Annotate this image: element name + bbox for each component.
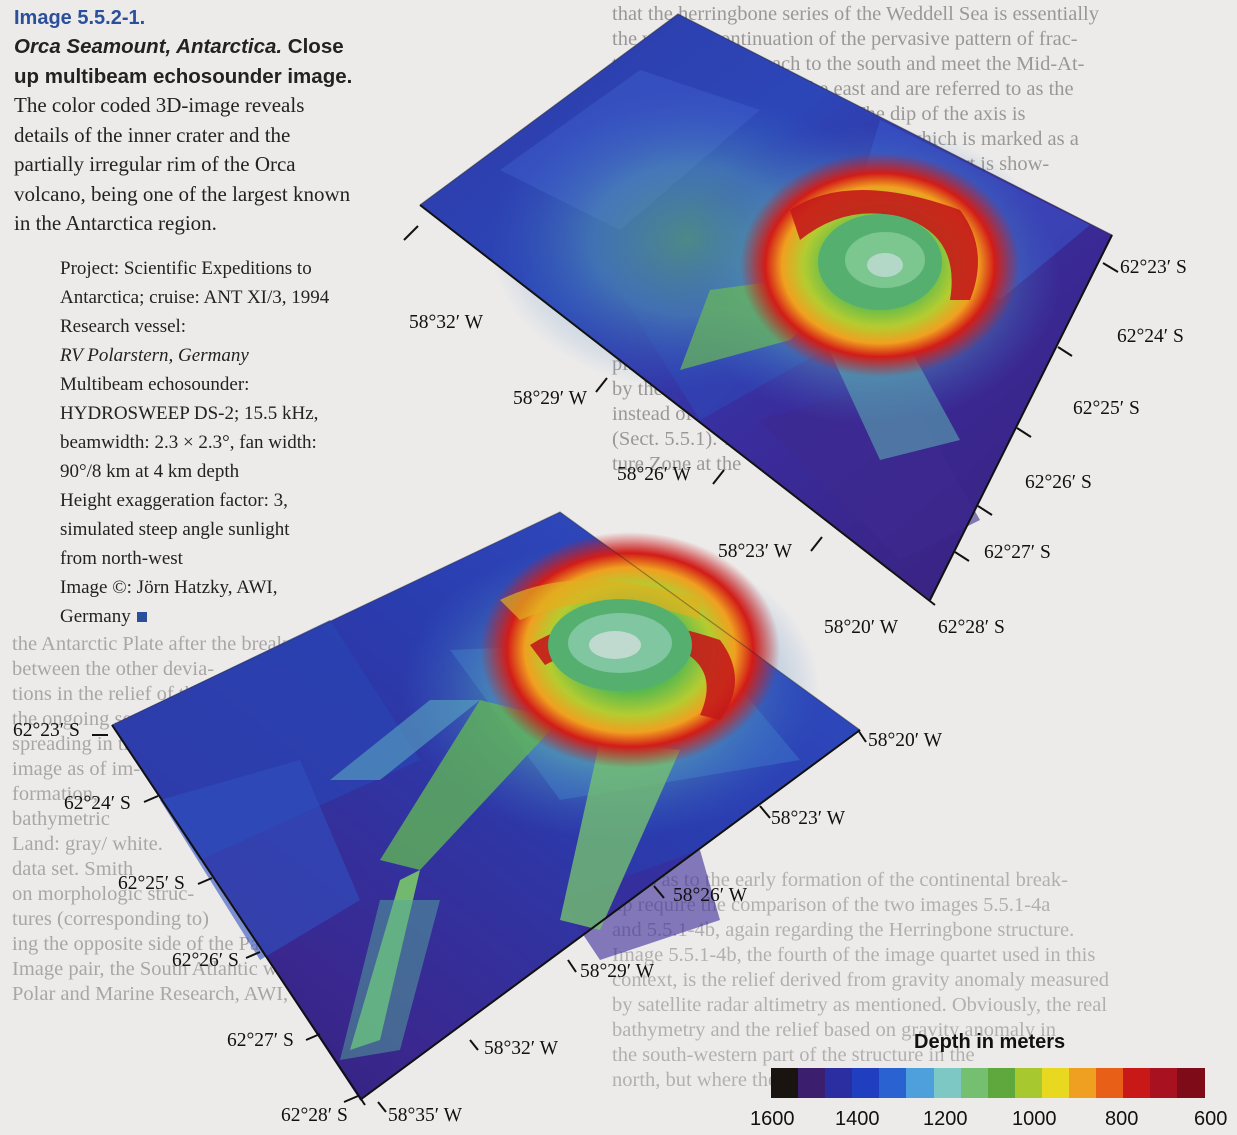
detail-line: from north-west — [60, 548, 183, 569]
bottom-lon-label: 58°20′ W — [868, 730, 942, 751]
legend-color-cell — [771, 1068, 799, 1098]
detail-line: Height exaggeration factor: 3, — [60, 490, 288, 511]
bottom-lon-label: 58°29′ W — [580, 961, 654, 982]
legend-color-cell — [879, 1068, 907, 1098]
top-lat-label: 62°24′ S — [1117, 326, 1184, 347]
top-lon-label: 58°26′ W — [617, 464, 691, 485]
background-text-line: the south-western part of the structure … — [612, 1044, 975, 1066]
detail-line: HYDROSWEEP DS-2; 15.5 kHz, — [60, 403, 319, 424]
detail-line: simulated steep angle sunlight — [60, 519, 290, 540]
legend-color-cell — [1123, 1068, 1151, 1098]
background-text-line: tures (corresponding to) — [12, 908, 209, 930]
legend-color-cell — [1096, 1068, 1124, 1098]
bottom-lat-label: 62°26′ S — [172, 950, 239, 971]
legend-color-cell — [1014, 1068, 1042, 1098]
detail-line-text: Germany — [60, 606, 131, 627]
top-lat-axis-line — [929, 234, 1113, 601]
detail-line: Project: Scientific Expeditions to — [60, 258, 312, 279]
background-text-line: up require the comparison of the two ima… — [612, 894, 1051, 916]
background-text-line: ture Zone at the — [612, 453, 742, 475]
top-lat-label: 62°26′ S — [1025, 472, 1092, 493]
legend-color-cell — [1069, 1068, 1097, 1098]
background-text-line: formation, — [12, 783, 98, 805]
bottom-lon-axis-line — [359, 729, 861, 1101]
legend-color-cell — [1177, 1068, 1205, 1098]
top-lon-label: 58°23′ W — [718, 541, 792, 562]
end-of-caption-square-icon — [136, 612, 147, 622]
background-text-line: and 5.5.1-4b, again regarding the Herrin… — [612, 919, 1075, 941]
bottom-lat-label: 62°28′ S — [281, 1105, 348, 1126]
background-text-line: Image pair, the South Atlantic which — [12, 958, 313, 980]
figure-caption: Image 5.5.2-1. Orca Seamount, Antarctica… — [14, 4, 354, 239]
legend-color-cell — [906, 1068, 934, 1098]
legend-color-cell — [1150, 1068, 1178, 1098]
legend-tick: 600 — [1194, 1108, 1228, 1130]
legend-color-cell — [933, 1068, 961, 1098]
legend-color-cell — [960, 1068, 988, 1098]
top-lon-label: 58°29′ W — [513, 388, 587, 409]
background-text-line: Hints as to the early formation of the c… — [612, 869, 1068, 891]
top-lon-label: 58°20′ W — [824, 617, 898, 638]
detail-line: Image ©: Jörn Hatzky, AWI, — [60, 577, 278, 598]
caption-description: The color coded 3D-image reveals details… — [14, 93, 351, 235]
bottom-terrain-surface — [111, 511, 861, 1100]
top-lat-label: 62°28′ S — [938, 617, 1005, 638]
legend-tick: 1400 — [835, 1108, 880, 1130]
detail-line: beamwidth: 2.3 × 2.3°, fan width: — [60, 432, 317, 453]
background-text-line: Image 5.5.1-4b, the fourth of the image … — [612, 944, 1096, 966]
background-text-line: context, is the relief derived from grav… — [612, 969, 1109, 991]
detail-line: Multibeam echosounder: — [60, 374, 250, 395]
bottom-lon-label: 58°35′ W — [388, 1105, 462, 1126]
legend-color-cell — [1041, 1068, 1070, 1098]
caption-label: Image 5.5.2-1. — [14, 7, 146, 29]
top-lat-label: 62°27′ S — [984, 542, 1051, 563]
bottom-lat-label: 62°27′ S — [227, 1030, 294, 1051]
bottom-lon-label: 58°32′ W — [484, 1038, 558, 1059]
detail-line: 90°/8 km at 4 km depth — [60, 461, 240, 482]
legend-color-cell — [825, 1068, 853, 1098]
caption-details: Project: Scientific Expeditions to Antar… — [60, 254, 360, 631]
top-terrain-surface — [419, 13, 1113, 601]
legend-tick: 1000 — [1012, 1108, 1057, 1130]
detail-line: RV Polarstern, Germany — [60, 345, 249, 366]
detail-line: Antarctica; cruise: ANT XI/3, 1994 — [60, 287, 330, 308]
legend-color-cell — [987, 1068, 1015, 1098]
top-lon-axis-line — [419, 204, 936, 606]
detail-line: Research vessel: — [60, 316, 187, 337]
background-text-line: that the herringbone series of the Wedde… — [612, 3, 1099, 25]
caption-body: Orca Seamount, Antarctica. Close up mult… — [14, 32, 354, 239]
caption-title-bold: Close up multibeam echosounder image. — [14, 35, 353, 88]
bottom-lat-axis-line — [111, 724, 366, 1106]
top-axis-ticks — [403, 225, 1119, 562]
detail-line: Germany — [60, 602, 360, 631]
legend-color-cell — [852, 1068, 880, 1098]
legend-tick: 800 — [1105, 1108, 1139, 1130]
depth-color-bar — [771, 1068, 1205, 1098]
background-text-line: on morphologic struc- — [12, 883, 195, 905]
bottom-lat-label: 62°23′ S — [13, 720, 80, 741]
caption-title-italic: Orca Seamount, Antarctica. — [14, 35, 283, 58]
bottom-lon-label: 58°23′ W — [771, 808, 845, 829]
background-text-line: image as of im- — [12, 758, 141, 780]
bottom-lon-label: 58°26′ W — [673, 885, 747, 906]
top-lon-label: 58°32′ W — [409, 312, 483, 333]
background-text-line: by satellite radar altimetry as mentione… — [612, 994, 1108, 1016]
legend-title: Depth in meters — [914, 1031, 1066, 1053]
bottom-axis-ticks — [92, 729, 867, 1113]
legend-tick: 1200 — [923, 1108, 968, 1130]
legend-tick: 1600 — [750, 1108, 795, 1130]
top-lat-label: 62°25′ S — [1073, 398, 1140, 419]
background-text-line: between the other devia- — [12, 658, 215, 680]
bottom-lat-label: 62°24′ S — [64, 793, 131, 814]
background-text-line: bathymetric — [12, 808, 110, 830]
background-text-line: Land: gray/ white. — [12, 833, 163, 855]
top-lat-label: 62°23′ S — [1120, 257, 1187, 278]
background-text-line: data set. Smith — [12, 858, 134, 880]
bottom-lat-label: 62°25′ S — [118, 873, 185, 894]
legend-color-cell — [798, 1068, 826, 1098]
background-text-line: bathymetry and the relief based on gravi… — [612, 1019, 1057, 1041]
